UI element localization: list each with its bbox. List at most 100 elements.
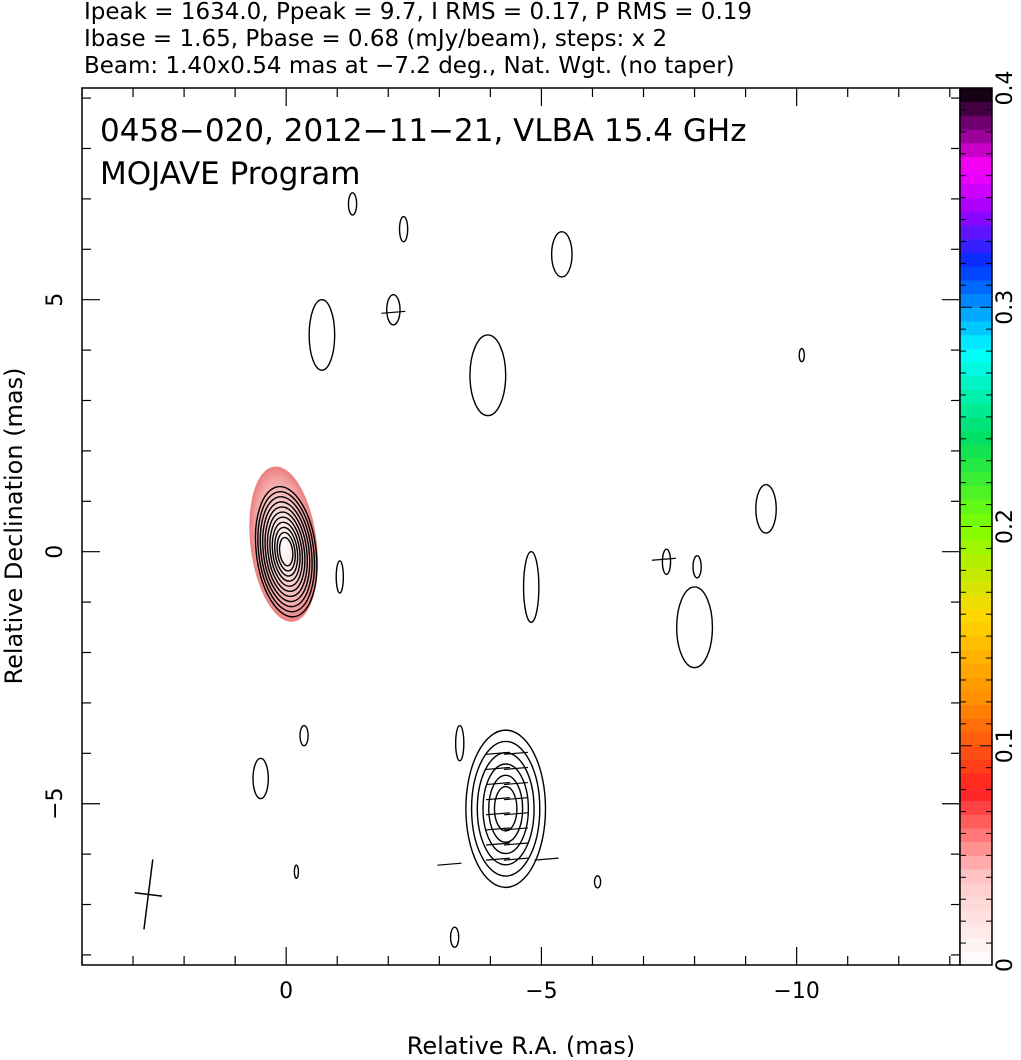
beam-minor-axis	[134, 891, 163, 897]
colorbar-segment-25	[960, 608, 992, 623]
colorbar-segment-39	[960, 416, 992, 432]
colorbar-segment-31	[960, 526, 992, 541]
colorbar-segment-17	[960, 718, 992, 733]
noise-contour-17	[449, 926, 460, 949]
colorbar-segment-45	[960, 334, 992, 349]
x-tick-label-1: −5	[525, 979, 557, 1004]
colorbar-segment-55	[960, 197, 992, 212]
colorbar-segment-61	[960, 115, 992, 130]
colorbar-segment-32	[960, 512, 992, 527]
colorbar-segment-29	[960, 553, 992, 569]
colorbar-segment-46	[960, 320, 992, 336]
evpa-vector-4	[485, 781, 511, 786]
colorbar-tick-label-3: 0.3	[993, 290, 1018, 325]
x-axis-label: Relative R.A. (mas)	[407, 1032, 635, 1060]
contour-0-0	[254, 485, 318, 618]
noise-contour-7	[755, 483, 777, 534]
noise-contour-4	[308, 298, 336, 371]
noise-contour-0	[347, 192, 358, 216]
contour-0-6	[269, 516, 304, 587]
evpa-vector-19	[651, 557, 676, 561]
colorbar-segment-38	[960, 430, 992, 445]
evpa-vector-7	[503, 797, 528, 801]
colorbar-segment-5	[960, 882, 992, 897]
y-tick-label-2: 5	[43, 293, 68, 307]
colorbar-segment-43	[960, 362, 992, 377]
noise-contour-15	[293, 864, 300, 880]
header-line-2: Ibase = 1.65, Pbase = 0.68 (mJy/beam), s…	[84, 26, 667, 52]
contour-0-9	[276, 531, 296, 572]
noise-contour-1	[398, 215, 409, 243]
colorbar-segment-27	[960, 581, 992, 596]
colorbar-segment-62	[960, 101, 992, 116]
contour-0-3	[262, 501, 311, 603]
colorbar-segment-14	[960, 759, 992, 774]
contour-1-4	[488, 774, 524, 843]
noise-contour-6	[798, 347, 806, 363]
colorbar-segment-47	[960, 307, 992, 322]
y-tick-label-1: 0	[43, 545, 68, 559]
evpa-vector-14	[485, 857, 511, 861]
noise-contour-11	[675, 586, 714, 669]
plot-title: 0458−020, 2012−11−21, VLBA 15.4 GHz	[100, 113, 746, 149]
colorbar-segment-53	[960, 225, 992, 240]
colorbar-segment-20	[960, 677, 992, 692]
contour-0-8	[274, 526, 299, 577]
noise-contour-2	[550, 230, 573, 278]
contour-0-1	[257, 490, 316, 613]
colorbar-segment-19	[960, 690, 992, 706]
colorbar-segment-42	[960, 375, 992, 390]
colorbar-segment-44	[960, 348, 992, 363]
noise-contour-9	[661, 548, 672, 576]
evpa-vector-2	[485, 766, 511, 771]
colorbar-segment-40	[960, 403, 992, 418]
colorbar-segment-26	[960, 595, 992, 610]
x-tick-label-0: 0	[279, 979, 293, 1004]
contour-1-1	[470, 740, 541, 877]
colorbar-tick-label-0: 0	[993, 958, 1018, 972]
colorbar-segment-16	[960, 732, 992, 747]
colorbar-segment-58	[960, 156, 992, 171]
colorbar-segment-23	[960, 636, 992, 651]
noise-contour-5	[469, 334, 507, 417]
colorbar-segment-50	[960, 266, 992, 281]
colorbar-segment-59	[960, 142, 992, 158]
x-tick-label-2: −10	[773, 979, 819, 1004]
colorbar-segment-15	[960, 745, 992, 760]
noise-contour-14	[454, 724, 465, 762]
colorbar-segment-57	[960, 170, 992, 185]
contour-1-3	[482, 763, 530, 855]
noise-contour-3	[386, 293, 401, 326]
y-tick-label-0: −5	[43, 787, 68, 819]
axis-ticks: 0 −5 −10 −5 0 5	[43, 88, 960, 1004]
noise-contour-8	[522, 551, 540, 623]
colorbar-segment-0	[960, 951, 992, 966]
colorbar-segment-35	[960, 471, 992, 486]
contour-0-4	[264, 506, 308, 598]
evpa-vector-11	[503, 827, 528, 831]
contour-0-10	[278, 536, 294, 567]
colorbar-segment-33	[960, 499, 992, 514]
colorbar-segment-3	[960, 910, 992, 925]
contour-0-7	[271, 521, 301, 582]
colorbar-segment-12	[960, 786, 992, 802]
contour-0-2	[259, 496, 313, 608]
evpa-vector-6	[485, 797, 511, 801]
evpa-vectors	[381, 310, 676, 866]
colorbar-segment-22	[960, 649, 992, 665]
colorbar: 0 0.1 0.2 0.3 0.4	[960, 71, 1018, 972]
colorbar-segment-24	[960, 622, 992, 637]
colorbar-segment-9	[960, 827, 992, 843]
evpa-vector-0	[485, 751, 511, 755]
noise-contour-12	[252, 757, 270, 800]
colorbar-segment-63	[960, 88, 992, 103]
evpa-vector-16	[437, 862, 462, 866]
colorbar-segment-48	[960, 293, 992, 308]
evpa-vector-9	[503, 812, 528, 816]
evpa-vector-17	[534, 857, 559, 861]
colorbar-segment-13	[960, 773, 992, 788]
evpa-vector-12	[485, 842, 511, 846]
colorbar-segment-10	[960, 814, 992, 829]
colorbar-segment-49	[960, 279, 992, 295]
